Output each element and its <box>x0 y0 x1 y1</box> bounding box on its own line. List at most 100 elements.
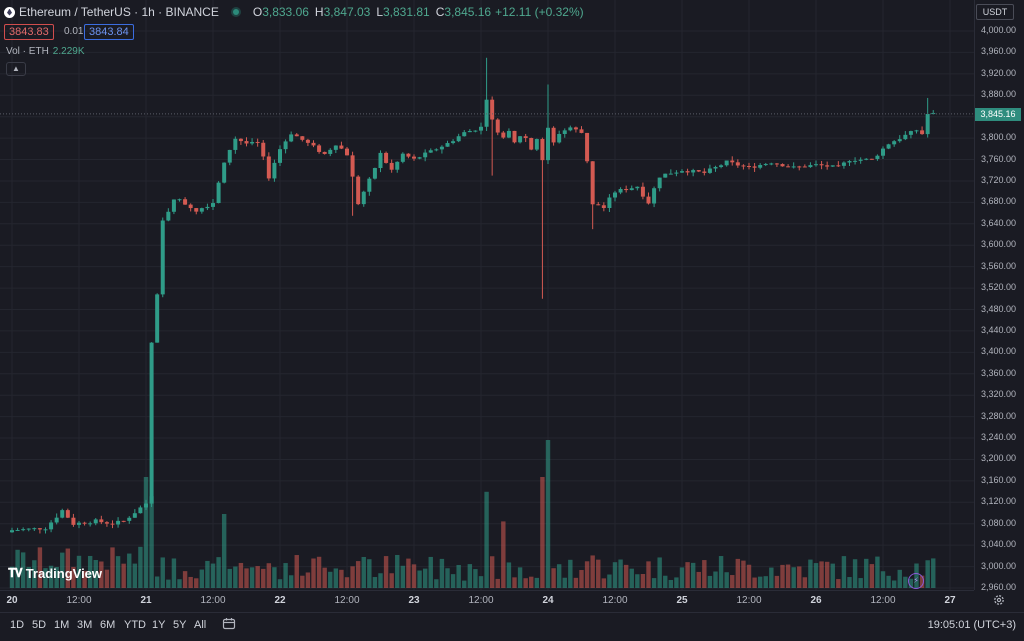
gear-icon[interactable] <box>993 594 1005 606</box>
volume-bar <box>160 557 165 588</box>
volume-bar <box>417 570 422 588</box>
time-axis[interactable] <box>0 590 974 613</box>
candle-body <box>557 133 562 143</box>
range-button-5d[interactable]: 5D <box>32 619 47 631</box>
volume-bar <box>858 578 863 588</box>
candle-body <box>317 145 322 152</box>
y-tick-label: 3,760.00 <box>981 153 1017 164</box>
clock-timezone[interactable]: 19:05:01 (UTC+3) <box>927 619 1016 631</box>
x-tick-label: 12:00 <box>200 595 226 606</box>
candle-body <box>624 189 629 191</box>
candle-body <box>211 203 215 207</box>
candle-body <box>869 158 874 160</box>
range-button-1m[interactable]: 1M <box>54 619 70 631</box>
volume-bar <box>328 571 333 588</box>
volume-bar <box>797 566 802 588</box>
candle-body <box>37 528 42 530</box>
volume-bar <box>445 568 450 588</box>
candle-body <box>864 158 869 160</box>
sell-price-button[interactable]: 3843.83 <box>4 24 54 40</box>
chart-plot-area[interactable] <box>0 0 974 590</box>
candle-body <box>518 136 523 143</box>
volume-bar <box>556 564 562 588</box>
volume-bar <box>925 560 930 588</box>
candle-body <box>456 136 461 142</box>
y-tick-label: 3,320.00 <box>981 389 1017 400</box>
candle-body <box>289 134 294 142</box>
volume-bar <box>255 566 260 588</box>
volume-bar <box>718 556 724 588</box>
volume-bar <box>534 577 540 588</box>
currency-selector[interactable]: USDT <box>976 4 1014 20</box>
candle-body <box>892 141 897 145</box>
brand-name: TradingView <box>25 566 103 581</box>
volume-bar <box>841 556 847 588</box>
volume-bar <box>607 574 612 588</box>
price-axis[interactable] <box>974 0 1024 590</box>
volume-bar <box>635 574 640 588</box>
volume-bar <box>194 578 199 588</box>
y-tick-label: 3,960.00 <box>981 46 1017 57</box>
tradingview-logo: 𝐓𝐕 TradingView <box>8 566 102 581</box>
volume-label: Vol · ETH <box>6 46 49 57</box>
range-button-6m[interactable]: 6M <box>100 619 116 631</box>
candle-body <box>77 522 81 525</box>
candle-body <box>116 520 121 525</box>
x-tick-label: 12:00 <box>602 595 628 606</box>
chevron-up-icon[interactable]: ▲ <box>6 62 26 76</box>
candle-body <box>596 204 601 206</box>
candle-body <box>735 162 740 166</box>
candle-body <box>194 208 199 212</box>
volume-bar <box>808 559 813 588</box>
candle-body <box>741 165 746 167</box>
candle-body <box>908 131 913 135</box>
volume-bar <box>852 559 858 588</box>
range-button-all[interactable]: All <box>194 619 207 631</box>
x-tick-label: 12:00 <box>870 595 896 606</box>
candle-body <box>166 211 171 221</box>
candle-body <box>652 188 657 204</box>
volume-bar <box>763 576 768 588</box>
volume-bar <box>149 496 154 588</box>
candle-body <box>925 113 930 135</box>
volume-bar <box>830 563 835 588</box>
volume-bar <box>266 563 272 588</box>
volume-bar <box>713 571 718 588</box>
candle-body <box>479 126 483 131</box>
candle-body <box>10 530 14 533</box>
lightning-icon[interactable]: ⚡ <box>908 573 924 589</box>
volume-bar <box>735 558 741 588</box>
buy-price-button[interactable]: 3843.84 <box>84 24 134 40</box>
candle-body <box>713 166 718 169</box>
x-tick-label: 25 <box>676 595 688 606</box>
calendar-range-icon[interactable] <box>222 617 236 630</box>
volume-bar <box>311 558 316 588</box>
volume-bar <box>791 567 796 588</box>
candle-body <box>601 205 606 209</box>
candle-body <box>506 130 511 138</box>
volume-bar <box>395 554 400 588</box>
candle-body <box>60 510 65 518</box>
candle-body <box>372 168 377 179</box>
candle-body <box>858 159 863 161</box>
volume-bar <box>456 564 461 588</box>
volume-bar <box>679 567 685 588</box>
y-tick-label: 3,920.00 <box>981 67 1017 78</box>
range-button-ytd[interactable]: YTD <box>124 619 146 631</box>
y-tick-label: 3,480.00 <box>981 303 1017 314</box>
open-label: O <box>252 5 263 19</box>
candle-body <box>451 141 456 144</box>
candlestick-chart[interactable] <box>0 0 974 590</box>
y-tick-label: 3,520.00 <box>981 282 1017 293</box>
volume-bar <box>9 566 15 588</box>
candle-body <box>847 161 852 163</box>
range-button-3m[interactable]: 3M <box>77 619 93 631</box>
y-tick-label: 3,080.00 <box>981 517 1017 528</box>
x-tick-label: 26 <box>810 595 822 606</box>
symbol-title[interactable]: Ethereum / TetherUS · 1h · BINANCE <box>19 5 219 19</box>
candle-body <box>685 171 690 173</box>
range-button-5y[interactable]: 5Y <box>173 619 187 631</box>
range-button-1d[interactable]: 1D <box>10 619 25 631</box>
range-button-1y[interactable]: 1Y <box>152 619 166 631</box>
volume-bar <box>316 556 322 588</box>
